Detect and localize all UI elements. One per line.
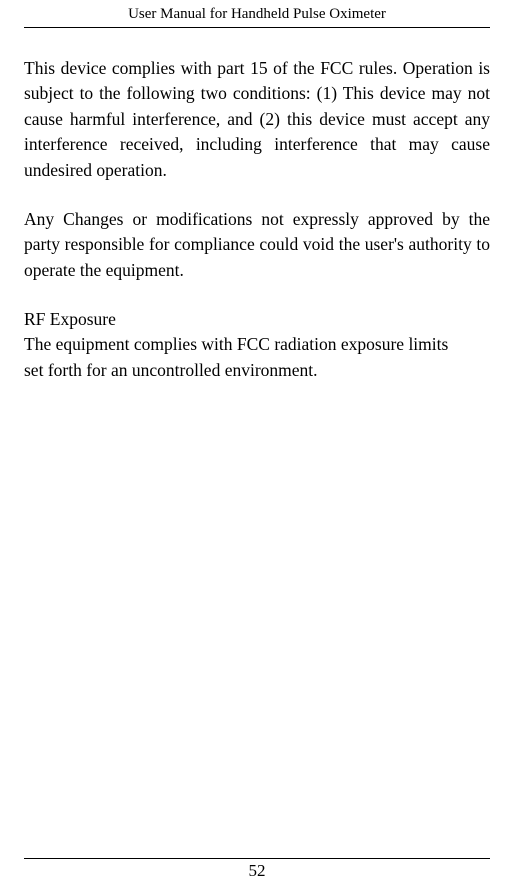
page-header: User Manual for Handheld Pulse Oximeter (24, 0, 490, 28)
header-title: User Manual for Handheld Pulse Oximeter (24, 6, 490, 23)
paragraph-fcc-compliance: This device complies with part 15 of the… (24, 56, 490, 183)
page: User Manual for Handheld Pulse Oximeter … (0, 0, 514, 889)
page-number: 52 (24, 861, 490, 881)
section-title-rf-exposure: RF Exposure (24, 307, 490, 332)
page-footer: 52 (24, 858, 490, 881)
paragraph-modifications: Any Changes or modifications not express… (24, 207, 490, 283)
paragraph-rf-line-1: The equipment complies with FCC radiatio… (24, 332, 490, 357)
paragraph-rf-line-2: set forth for an uncontrolled environmen… (24, 358, 490, 383)
page-content: This device complies with part 15 of the… (24, 28, 490, 383)
